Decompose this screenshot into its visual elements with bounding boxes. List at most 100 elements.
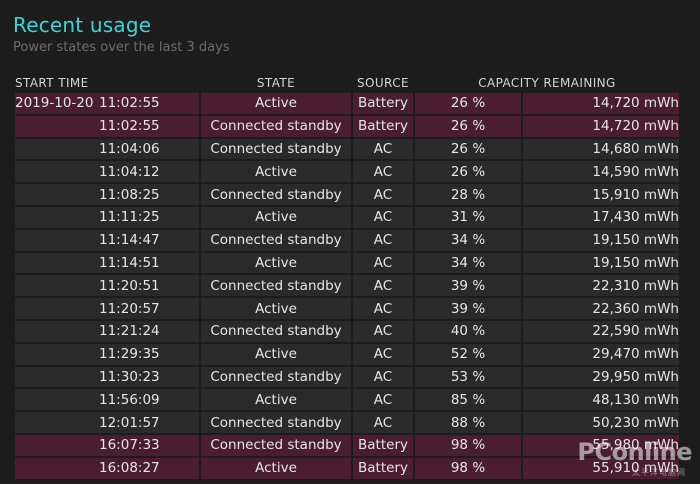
cell-time: 11:08:25 (99, 186, 160, 203)
cell-time: 11:56:09 (99, 391, 160, 408)
table-row: 11:20:57 Active AC 39 % 22,360 mWh (15, 298, 679, 319)
cell-start-time: 11:14:51 (15, 252, 199, 274)
cell-start-time: 11:56:09 (15, 389, 199, 411)
cell-capacity-mwh: 15,910 mWh (523, 184, 679, 205)
cell-capacity-percent: 88 % (415, 412, 521, 433)
cell-state: Active (201, 252, 351, 274)
cell-time: 12:01:57 (99, 414, 160, 431)
cell-state: Connected standby (201, 229, 351, 251)
cell-capacity-mwh: 14,680 mWh (523, 138, 679, 160)
cell-capacity-percent: 39 % (415, 298, 521, 319)
cell-capacity-mwh: 22,360 mWh (523, 298, 679, 319)
cell-source: Battery (353, 434, 413, 456)
table-row: 11:30:23 Connected standby AC 53 % 29,950 mW… (15, 366, 679, 388)
cell-state: Active (201, 93, 351, 114)
cell-capacity-mwh: 50,230 mWh (523, 412, 679, 433)
cell-state: Active (201, 389, 351, 411)
cell-capacity-mwh: 14,720 mWh (523, 115, 679, 137)
table-row: 11:56:09 Active AC 85 % 48,130 mWh (15, 389, 679, 411)
cell-capacity-percent: 26 % (415, 115, 521, 137)
cell-time: 11:21:24 (99, 323, 160, 340)
cell-start-time: 11:21:24 (15, 320, 199, 342)
cell-source: AC (353, 275, 413, 297)
table-row: 11:02:55 Connected standby Battery 26 % 14,7… (15, 115, 679, 137)
cell-capacity-percent: 34 % (415, 252, 521, 274)
cell-source: AC (353, 252, 413, 274)
cell-time: 16:07:33 (99, 437, 160, 454)
cell-start-time: 16:08:27 (15, 457, 199, 479)
cell-capacity-mwh: 17,430 mWh (523, 206, 679, 228)
cell-capacity-mwh: 29,950 mWh (523, 366, 679, 388)
cell-capacity-mwh: 14,720 mWh (523, 93, 679, 114)
column-header-start-time: START TIME (15, 75, 89, 90)
cell-start-time: 11:08:25 (15, 184, 199, 205)
cell-time: 11:02:55 (99, 118, 160, 135)
cell-capacity-mwh: 19,150 mWh (523, 229, 679, 251)
cell-source: AC (353, 389, 413, 411)
cell-state: Active (201, 457, 351, 479)
table-row: 16:07:33 Connected standby Battery 98 % 55,9… (15, 434, 679, 456)
cell-state: Connected standby (201, 366, 351, 388)
cell-source: Battery (353, 457, 413, 479)
cell-time: 11:20:57 (99, 300, 160, 317)
cell-start-time: 11:30:23 (15, 366, 199, 388)
cell-capacity-percent: 28 % (415, 184, 521, 205)
cell-start-time: 11:04:06 (15, 138, 199, 160)
cell-state: Connected standby (201, 138, 351, 160)
cell-time: 11:20:51 (99, 277, 160, 294)
cell-capacity-percent: 26 % (415, 138, 521, 160)
cell-capacity-mwh: 55,980 mWh (523, 434, 679, 456)
cell-capacity-mwh: 19,150 mWh (523, 252, 679, 274)
cell-source: Battery (353, 115, 413, 137)
cell-source: AC (353, 138, 413, 160)
cell-capacity-percent: 98 % (415, 434, 521, 456)
cell-capacity-mwh: 29,470 mWh (523, 343, 679, 365)
cell-date: 2019-10-20 (15, 95, 94, 112)
cell-start-time: 12:01:57 (15, 412, 199, 433)
cell-state: Connected standby (201, 412, 351, 433)
cell-state: Active (201, 206, 351, 228)
cell-state: Connected standby (201, 320, 351, 342)
page-title: Recent usage (13, 13, 152, 37)
cell-time: 16:08:27 (99, 460, 160, 477)
cell-start-time: 11:14:47 (15, 229, 199, 251)
cell-start-time: 11:20:51 (15, 275, 199, 297)
cell-start-time: 11:04:12 (15, 161, 199, 183)
table-row: 11:08:25 Connected standby AC 28 % 15,910 mW… (15, 184, 679, 205)
cell-start-time: 16:07:33 (15, 434, 199, 456)
cell-source: Battery (353, 93, 413, 114)
cell-capacity-percent: 85 % (415, 389, 521, 411)
cell-time: 11:29:35 (99, 346, 160, 363)
cell-start-time: 11:02:55 (15, 115, 199, 137)
cell-capacity-percent: 26 % (415, 93, 521, 114)
cell-capacity-mwh: 55,910 mWh (523, 457, 679, 479)
cell-time: 11:30:23 (99, 368, 160, 385)
cell-source: AC (353, 298, 413, 319)
cell-time: 11:04:06 (99, 140, 160, 157)
cell-capacity-percent: 26 % (415, 161, 521, 183)
column-header-state: STATE (256, 75, 296, 90)
cell-capacity-percent: 52 % (415, 343, 521, 365)
table-row: 11:11:25 Active AC 31 % 17,430 mWh (15, 206, 679, 228)
cell-source: AC (353, 366, 413, 388)
table-row: 11:04:12 Active AC 26 % 14,590 mWh (15, 161, 679, 183)
cell-source: AC (353, 320, 413, 342)
table-body: 2019-10-20 11:02:55 Active Battery 26 % 14,72… (15, 93, 679, 479)
table-row: 11:14:51 Active AC 34 % 19,150 mWh (15, 252, 679, 274)
table-row: 2019-10-20 11:02:55 Active Battery 26 % 14,72… (15, 93, 679, 114)
cell-source: AC (353, 161, 413, 183)
cell-state: Connected standby (201, 275, 351, 297)
table-row: 11:14:47 Connected standby AC 34 % 19,150 mW… (15, 229, 679, 251)
cell-time: 11:11:25 (99, 209, 160, 226)
cell-capacity-percent: 39 % (415, 275, 521, 297)
cell-capacity-mwh: 48,130 mWh (523, 389, 679, 411)
cell-capacity-mwh: 22,590 mWh (523, 320, 679, 342)
cell-state: Connected standby (201, 115, 351, 137)
table-row: 11:20:51 Connected standby AC 39 % 22,310 mW… (15, 275, 679, 297)
cell-time: 11:02:55 (99, 95, 160, 112)
cell-state: Connected standby (201, 184, 351, 205)
cell-capacity-percent: 34 % (415, 229, 521, 251)
page-subtitle: Power states over the last 3 days (13, 40, 230, 55)
cell-source: AC (353, 206, 413, 228)
cell-state: Active (201, 343, 351, 365)
